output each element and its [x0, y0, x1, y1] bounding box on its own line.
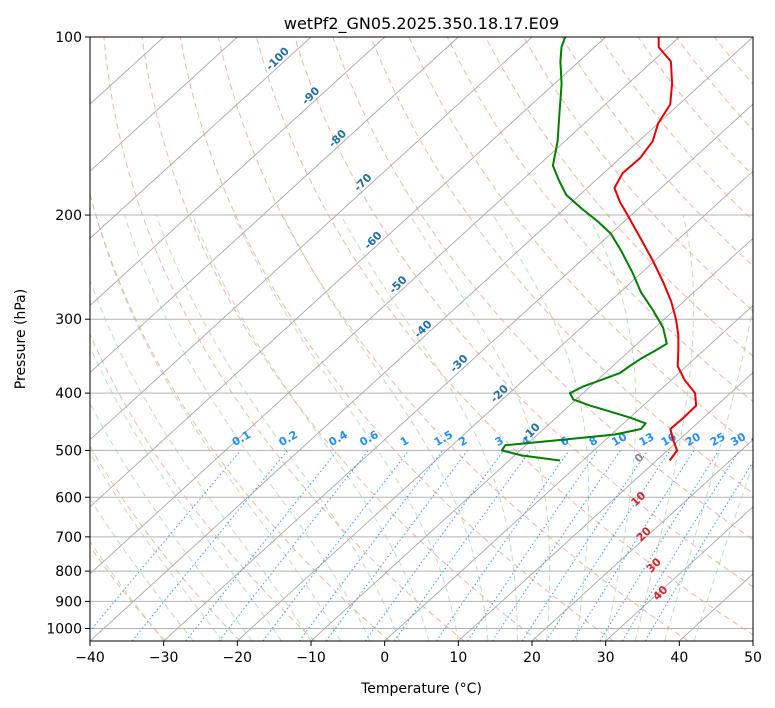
isotherm-gridlines [90, 37, 753, 641]
x-tick-label: −30 [149, 650, 179, 666]
isotherm-line [531, 439, 753, 641]
y-tick-label: 100 [55, 30, 82, 46]
dry-adiabat-line [103, 37, 465, 641]
moist-adiabat-line [90, 452, 223, 641]
mixing-ratio-line [572, 450, 695, 641]
isotherm-line [163, 103, 753, 641]
mixing-ratio-line [521, 450, 649, 641]
isotherm-line [90, 37, 607, 508]
plot-frame [89, 36, 754, 642]
y-axis-title: Pressure (hPa) [13, 289, 29, 389]
dry-adiabat-line [332, 37, 753, 541]
moist-adiabat-line [693, 461, 753, 641]
y-tick-label: 400 [55, 386, 82, 402]
y-tick-label: 900 [55, 594, 82, 610]
mixing-ratio-line [467, 450, 599, 641]
isotherm-line [90, 37, 680, 575]
mixing-ratio-line [621, 450, 740, 641]
dry-adiabat-line [446, 37, 753, 403]
moist-adiabat-line [90, 497, 194, 641]
dry-adiabat-line [141, 37, 540, 641]
isotherm-line [310, 237, 753, 641]
mixing-ratio-line [435, 450, 570, 641]
moist-adiabat-line [95, 214, 341, 641]
mixing-ratio-line [325, 450, 468, 641]
isotherm-line [90, 37, 238, 172]
y-tick-label: 300 [55, 312, 82, 328]
isotherm-line [605, 506, 753, 641]
sounding-profiles [500, 37, 698, 462]
dry-adiabat-line [256, 37, 753, 636]
mixing-ratio-line [298, 450, 444, 641]
chart-title: wetPf2_GN05.2025.350.18.17.E09 [284, 14, 559, 34]
x-tick-label: −10 [296, 650, 326, 666]
dry-adiabat-line [484, 37, 753, 357]
y-tick-label: 800 [55, 564, 82, 580]
mixing-ratio-line [364, 450, 505, 641]
mixing-ratio-line [185, 450, 338, 641]
x-tick-label: 30 [597, 650, 615, 666]
x-tick-label: 50 [744, 650, 762, 666]
y-tick-label: 1000 [46, 621, 82, 637]
x-tick-label: 20 [523, 650, 541, 666]
x-tick-label: 0 [380, 650, 389, 666]
y-tick-label: 500 [55, 443, 82, 459]
x-tick-label: −20 [223, 650, 253, 666]
mixing-ratio-line [90, 450, 242, 632]
isotherm-line [236, 170, 753, 641]
mixing-ratio-line [491, 450, 621, 641]
moist-adiabat-line [634, 214, 695, 641]
isotherm-line [90, 37, 459, 374]
x-axis-ticks: −40 −30 −20 −10 0 10 20 30 40 50 [75, 641, 762, 666]
isotherm-line [90, 37, 386, 307]
dry-adiabat-line [370, 37, 753, 494]
mixing-ratio-line [545, 450, 671, 641]
isotherm-line [457, 371, 753, 641]
moist-adiabat-line [340, 214, 518, 641]
mixing-ratio-line [599, 450, 720, 641]
dry-adiabat-line [523, 37, 753, 312]
y-tick-label: 600 [55, 490, 82, 506]
x-tick-label: −40 [75, 650, 105, 666]
moist-adiabat-line [90, 345, 282, 641]
moist-adiabat-line [192, 214, 430, 641]
moist-adiabat-line [233, 214, 459, 641]
dry-adiabat-line [179, 37, 614, 641]
moist-adiabat-line [409, 214, 551, 641]
dry-adiabat-line [294, 37, 753, 588]
x-tick-label: 40 [670, 650, 688, 666]
temperature-profile-line [613, 37, 698, 462]
isotherm-line [90, 37, 312, 239]
moist-adiabat-line [123, 214, 371, 641]
dry-adiabat-line [90, 545, 166, 641]
mixing-ratio-line [262, 450, 410, 641]
plot-area: 0.10.20.40.611.52346810131620253036-100-… [90, 37, 769, 641]
x-tick-label: 10 [449, 650, 467, 666]
moist-adiabat-lines [90, 214, 753, 641]
moist-adiabat-line [90, 279, 312, 641]
moist-adiabat-line [587, 214, 637, 641]
isotherm-line [90, 37, 533, 441]
dry-adiabat-line [90, 192, 390, 641]
moist-adiabat-line [155, 214, 400, 641]
mixing-ratio-line [393, 450, 531, 641]
x-axis-title: Temperature (°C) [360, 681, 482, 697]
mixing-ratio-label: 36 [749, 430, 769, 449]
y-tick-label: 700 [55, 530, 82, 546]
isotherm-line [384, 304, 753, 641]
y-tick-label: 200 [55, 208, 82, 224]
dry-adiabat-lines [90, 37, 753, 641]
moist-adiabat-line [492, 214, 590, 641]
dry-adiabat-line [217, 37, 689, 641]
isotherm-line [90, 37, 753, 641]
mixing-ratio-lines [90, 450, 753, 641]
mixing-ratio-line [131, 450, 288, 641]
y-axis-ticks: 100 200 300 400 500 600 700 800 900 1000 [46, 30, 90, 637]
moist-adiabat-line [90, 402, 253, 641]
dry-adiabat-line [408, 37, 753, 448]
dewpoint-profile-line [500, 37, 668, 462]
